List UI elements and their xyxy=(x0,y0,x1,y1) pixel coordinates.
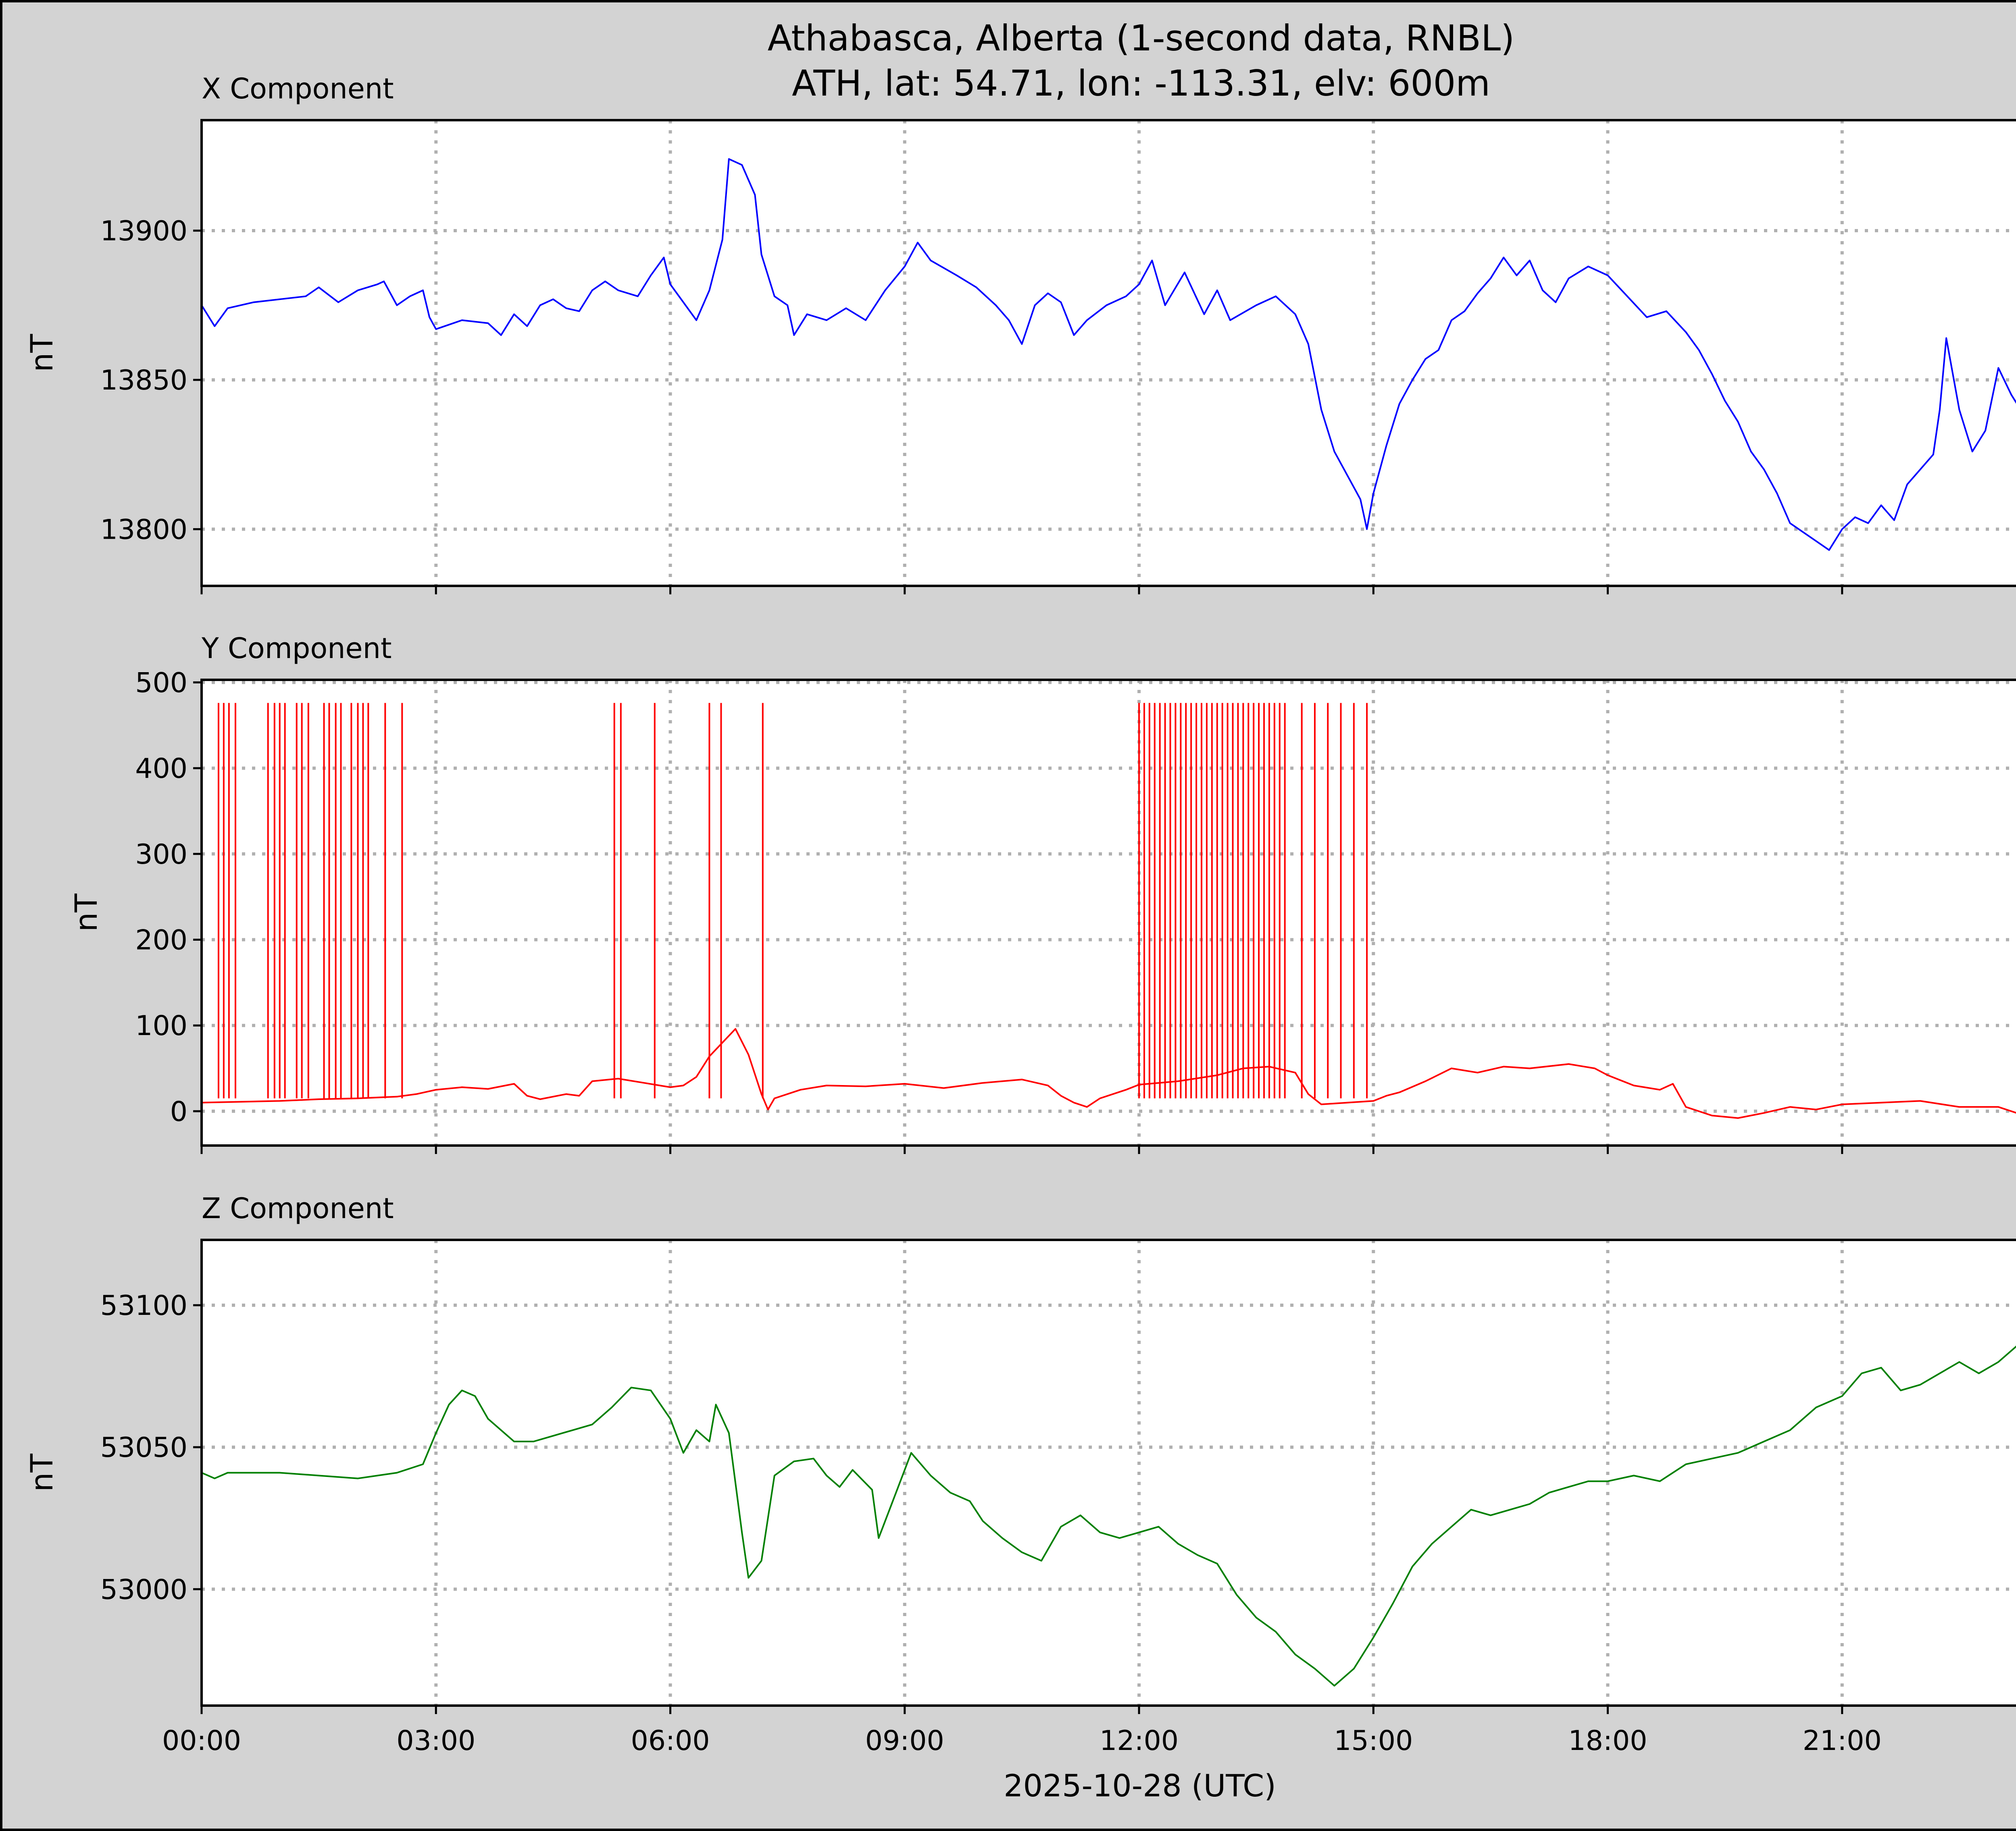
y-tick-label: 500 xyxy=(135,667,187,699)
series-line-z xyxy=(201,1346,2016,1687)
series-line-x xyxy=(201,158,2016,551)
chart-panels: 13800 13850 13900 X Component nT 0 100 200 300 40… xyxy=(24,72,2016,1757)
y-tick-label: 13800 xyxy=(100,514,187,546)
plot-frame-z xyxy=(200,1239,2016,1707)
x-tick-label: 21:00 xyxy=(1803,1725,1882,1757)
x-tick-label: 00:00 xyxy=(162,1725,241,1757)
panel-y: 0 100 200 300 400 500 Y Component nT xyxy=(68,632,2016,1154)
y-tick-label: 13900 xyxy=(100,215,187,247)
y-axis-label-y: nT xyxy=(68,894,104,932)
y-tick-label: 100 xyxy=(135,1010,187,1042)
panel-title-z: Z Component xyxy=(202,1192,394,1225)
y-tick-label: 53050 xyxy=(100,1432,187,1464)
x-tick-label: 06:00 xyxy=(631,1725,710,1757)
x-tick-label: 15:00 xyxy=(1334,1725,1413,1757)
series-line-y xyxy=(201,1028,2016,1119)
y-tick-label: 300 xyxy=(135,839,187,871)
y-axis-label-z: nT xyxy=(24,1454,60,1492)
plot-area-x xyxy=(202,120,2016,586)
chart-title-line2: ATH, lat: 54.71, lon: -113.31, elv: 600m xyxy=(792,62,1490,104)
x-axis-label: 2025-10-28 (UTC) xyxy=(1004,1768,1276,1804)
x-tick-label: 12:00 xyxy=(1100,1725,1179,1757)
y-tick-label: 200 xyxy=(135,925,187,956)
panel-title-y: Y Component xyxy=(201,632,392,665)
y-axis-label-x: nT xyxy=(24,334,60,372)
x-tick-label: 09:00 xyxy=(865,1725,944,1757)
plot-frame-y xyxy=(200,679,2016,1147)
x-tick-label: 18:00 xyxy=(1568,1725,1647,1757)
plot-area-z xyxy=(202,1240,2016,1706)
panel-title-x: X Component xyxy=(202,72,394,105)
x-tick-label: 03:00 xyxy=(396,1725,475,1757)
y-tick-label: 53000 xyxy=(100,1574,187,1606)
y-tick-label: 13850 xyxy=(100,365,187,396)
y-tick-label: 53100 xyxy=(100,1290,187,1322)
plot-frame-x xyxy=(200,119,2016,587)
y-tick-label: 400 xyxy=(135,753,187,785)
panel-x: 13800 13850 13900 X Component nT xyxy=(24,72,2016,594)
panel-z: 00:00 03:00 06:00 09:00 12:00 15:00 18:00 21:00… xyxy=(24,1192,2016,1757)
y-tick-label: 0 xyxy=(170,1096,187,1128)
plot-area-y xyxy=(202,680,2016,1146)
chart-title-line1: Athabasca, Alberta (1-second data, RNBL) xyxy=(768,17,1515,59)
